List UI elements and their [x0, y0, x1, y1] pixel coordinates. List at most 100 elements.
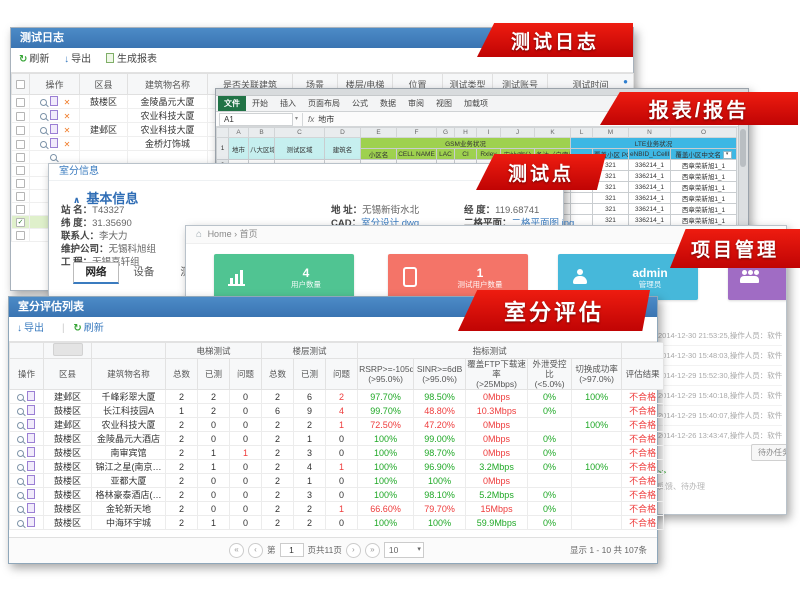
row-check[interactable] — [11, 189, 30, 203]
row-checkbox[interactable] — [16, 111, 25, 121]
doc-icon[interactable] — [26, 433, 35, 443]
hdr-buildname[interactable]: 建筑名 — [324, 137, 361, 160]
row-number[interactable]: 1 — [216, 137, 229, 160]
tab-formulas[interactable]: 公式 — [352, 99, 368, 108]
scrollbar-thumb[interactable] — [740, 129, 746, 167]
delete-icon[interactable]: ✕ — [63, 126, 71, 135]
last-page-button[interactable]: » — [364, 542, 380, 558]
generate-report-button[interactable]: 生成报表 — [105, 53, 157, 65]
doc-icon[interactable] — [26, 503, 35, 513]
hdr-testarea[interactable]: 测试区域 — [274, 137, 325, 160]
basic-info-section-header[interactable]: ∧ 基本信息 — [73, 188, 563, 207]
col-letter[interactable]: J — [500, 127, 535, 138]
collapse-caret-icon[interactable]: ∧ — [73, 195, 81, 205]
view-icon[interactable] — [16, 436, 24, 444]
next-page-button[interactable]: › — [345, 542, 361, 558]
tab-addins[interactable]: 加载项 — [464, 99, 488, 108]
gsm-sub[interactable]: CELL NAME — [396, 148, 437, 160]
view-icon[interactable] — [16, 394, 24, 402]
view-icon[interactable] — [16, 520, 24, 528]
col-letter[interactable]: N — [628, 127, 671, 138]
gsm-sub[interactable]: 小区名 — [360, 148, 397, 160]
tab-equipment[interactable]: 设备 — [133, 266, 155, 278]
row-check[interactable] — [11, 94, 30, 109]
doc-icon[interactable] — [26, 517, 35, 527]
filter-dropdown-icon[interactable]: ▾ — [722, 151, 732, 159]
namebox-dropdown-icon[interactable]: ▾ — [295, 115, 299, 122]
col-letter[interactable]: F — [396, 127, 437, 138]
view-icon[interactable] — [16, 464, 24, 472]
row-check[interactable] — [11, 150, 30, 164]
col-letter[interactable]: D — [324, 127, 361, 138]
row-checkbox[interactable] — [16, 125, 25, 135]
home-icon[interactable]: ⌂ — [196, 229, 203, 240]
corner-cell[interactable] — [216, 127, 229, 138]
tab-network[interactable]: 网络 — [73, 262, 119, 284]
row-checkbox[interactable] — [16, 139, 25, 149]
row-checkbox[interactable] — [16, 166, 25, 176]
sheet-vertical-scrollbar[interactable] — [738, 125, 748, 319]
tab-insert[interactable]: 插入 — [280, 99, 296, 108]
view-icon[interactable] — [16, 422, 24, 430]
row-check[interactable] — [11, 122, 30, 137]
tab-data[interactable]: 数据 — [380, 99, 396, 108]
prev-page-button[interactable]: ‹ — [248, 542, 263, 558]
page-number-input[interactable] — [279, 543, 304, 557]
col-letter[interactable]: I — [476, 127, 501, 138]
view-icon[interactable] — [16, 408, 24, 416]
select-all-checkbox[interactable] — [16, 80, 25, 90]
doc-icon[interactable] — [26, 447, 35, 457]
delete-icon[interactable]: ✕ — [63, 98, 71, 107]
view-icon[interactable] — [39, 141, 47, 149]
col-letter[interactable]: A — [228, 127, 249, 138]
hdr-region[interactable]: 八大区域 — [248, 137, 275, 160]
lte-group-header[interactable]: LTE业务状况 — [570, 137, 737, 149]
delete-icon[interactable]: ✕ — [63, 112, 71, 121]
tile-user-count[interactable]: 4 用户数量 — [214, 254, 354, 300]
first-page-button[interactable]: « — [229, 542, 244, 558]
doc-icon[interactable] — [26, 405, 35, 415]
hdr-city[interactable]: 地市 — [228, 137, 249, 160]
col-letter[interactable]: C — [274, 127, 325, 138]
col-letter[interactable]: G — [436, 127, 455, 138]
col-letter[interactable]: L — [570, 127, 593, 138]
page-size-select[interactable]: 10 ▾ — [383, 542, 424, 558]
doc-icon[interactable] — [49, 138, 58, 148]
breadcrumb-home[interactable]: Home — [207, 229, 232, 239]
row-check[interactable] — [11, 176, 30, 190]
refresh-button[interactable]: ↻ 刷新 — [73, 323, 103, 334]
doc-icon[interactable] — [26, 489, 35, 499]
doc-icon[interactable] — [26, 475, 35, 485]
row-checkbox[interactable] — [16, 205, 25, 215]
view-icon[interactable] — [50, 154, 57, 162]
row-checkbox[interactable] — [16, 231, 25, 241]
view-icon[interactable] — [39, 113, 47, 121]
row-checkbox-checked[interactable]: ✓ — [16, 218, 25, 228]
row-check[interactable] — [11, 136, 30, 151]
doc-icon[interactable] — [26, 419, 35, 429]
tab-home[interactable]: 开始 — [252, 99, 268, 108]
gsm-sub[interactable]: CI — [454, 148, 477, 160]
select-all-cell[interactable] — [11, 73, 30, 95]
cad-file-link[interactable]: 室分设计.dwg — [361, 218, 420, 229]
gsm-sub[interactable]: LAC — [436, 148, 455, 160]
doc-icon[interactable] — [49, 124, 58, 134]
row-checkbox[interactable] — [16, 97, 25, 107]
view-icon[interactable] — [16, 492, 24, 500]
col-letter[interactable]: K — [534, 127, 571, 138]
row-check[interactable] — [11, 228, 30, 242]
tab-view[interactable]: 视图 — [436, 99, 452, 108]
export-button[interactable]: ↓ 导出 — [64, 54, 91, 65]
formula-value[interactable]: 地市 — [318, 114, 335, 124]
gsm-group-header[interactable]: GSM业务状况 — [360, 137, 571, 149]
view-icon[interactable] — [39, 99, 47, 107]
